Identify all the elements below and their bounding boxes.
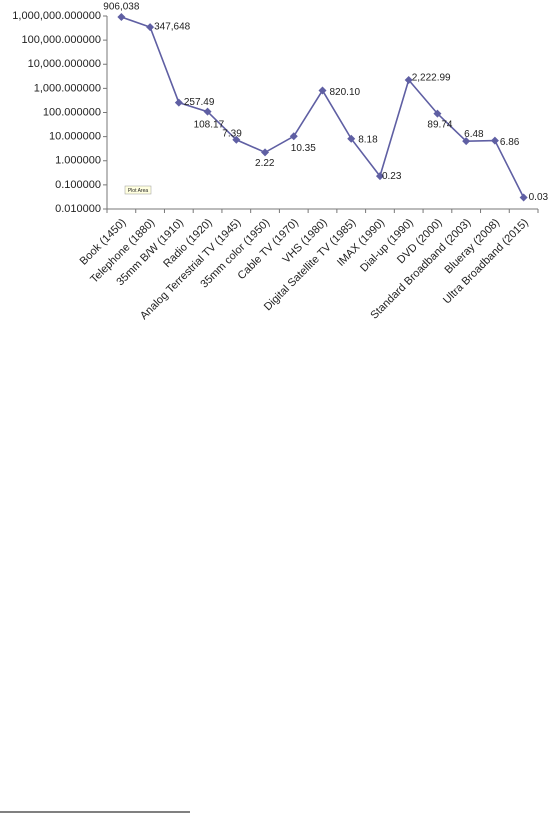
y-tick-label: 100,000.000000: [21, 34, 101, 46]
data-label: 108.17: [194, 119, 225, 130]
annotation: Plot Area: [128, 188, 149, 194]
data-label: 0.03: [529, 192, 549, 203]
y-tick-label: 0.100000: [55, 179, 101, 191]
marker: [261, 148, 270, 157]
data-label: 820.10: [330, 87, 361, 98]
marker: [519, 193, 528, 202]
data-label: 906,038: [103, 2, 140, 13]
data-label: 8.18: [358, 134, 378, 145]
data-label: 6.48: [464, 129, 484, 140]
y-tick-label: 1,000,000.000000: [12, 10, 101, 22]
marker: [375, 172, 384, 181]
marker: [318, 86, 327, 95]
marker: [146, 23, 155, 32]
data-label: 7.39: [222, 128, 242, 139]
data-label: 257.49: [184, 97, 215, 108]
y-tick-label: 10,000.000000: [28, 58, 101, 70]
marker: [404, 76, 413, 85]
marker: [232, 135, 241, 144]
line: [121, 16, 525, 198]
data-label: 2,222.99: [412, 73, 451, 84]
marker: [462, 137, 471, 146]
y-tick-label: 100.000000: [43, 106, 101, 118]
marker: [203, 107, 212, 116]
y-tick-label: 1.000000: [55, 155, 101, 167]
y-tick-label: 0.010000: [55, 203, 101, 215]
data-label: 2.22: [255, 158, 275, 169]
y-tick-label: 1,000.000000: [34, 82, 101, 94]
marker: [174, 98, 183, 107]
marker: [433, 109, 442, 118]
data-label: 0.23: [382, 171, 402, 182]
data-label: 6.86: [500, 137, 520, 148]
marker: [117, 13, 126, 22]
data-label: 347,648: [154, 22, 191, 33]
data-label: 89.74: [427, 119, 452, 130]
data-label: 10.35: [291, 143, 316, 154]
marker: [490, 136, 499, 145]
marker: [289, 132, 298, 141]
annotation-box: [124, 185, 152, 195]
marker: [347, 134, 356, 143]
y-tick-label: 10.000000: [49, 131, 101, 143]
